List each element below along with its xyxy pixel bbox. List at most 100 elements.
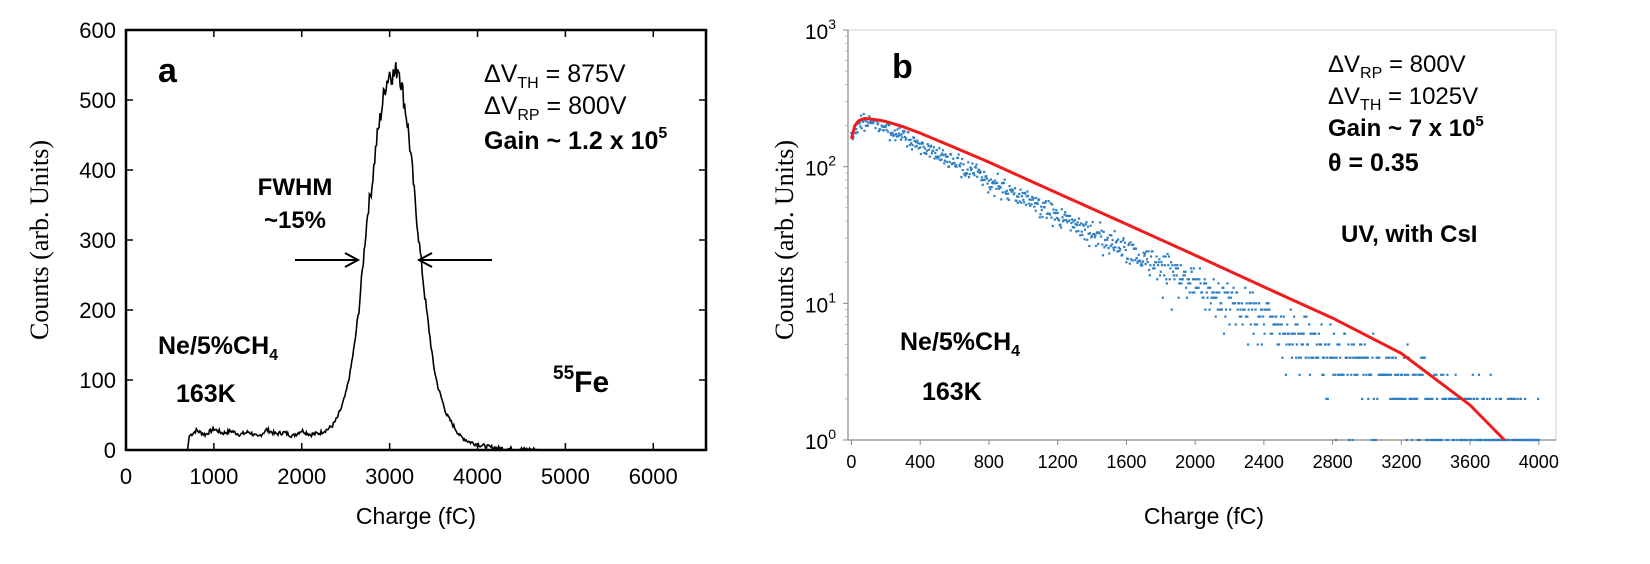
panel-b-data-point [1301,343,1305,346]
panel-b-data-point [1117,246,1120,249]
panel-b-data-point [995,187,998,190]
panel-b-data-point [1135,257,1138,260]
panel-b-data-point [1165,278,1168,281]
panel-b-data-point [868,121,872,125]
panel-b-data-point [1284,373,1287,376]
panel-b-data-point [1234,323,1237,326]
panel-b-data-point [1301,332,1304,335]
panel-b-data-point [1246,315,1249,318]
panel-b-data-point [993,194,996,198]
panel-b-data-point [925,149,929,152]
panel-b-data-point [1056,211,1059,215]
panel-b-data-point [1537,438,1540,442]
panel-b-data-point [1280,323,1283,326]
panel-b-data-point [1354,356,1357,359]
panel-b-data-point [1269,315,1272,318]
panel-b-data-point [1192,267,1195,270]
panel-b-data-point [1350,343,1353,346]
panel-b-data-point [1162,255,1165,258]
panel-b-data-point [927,144,930,147]
panel-b-data-point [1124,248,1127,252]
panel-b-data-point [1395,397,1398,400]
panel-b-data-point [1063,213,1066,216]
panel-b-data-point [1266,302,1269,305]
panel-a-y-tick-label: 400 [79,158,116,183]
panel-b-data-point [962,163,965,166]
panel-a-source: 55Fe [553,363,609,399]
panel-b-data-point [1209,286,1212,289]
panel-b-data-point [1451,397,1454,400]
panel-b-x-tick-label: 1600 [1106,452,1146,472]
panel-b-data-point [1064,218,1067,222]
panel-b-data-point [1338,343,1341,346]
panel-b-data-point [1354,373,1358,376]
panel-b-data-point [1392,356,1395,359]
panel-b-data-point [1095,244,1098,248]
panel-b-data-point [1033,202,1037,205]
panel-b-data-point [896,128,899,131]
panel-b-data-point [1371,356,1374,359]
panel-b-data-point [1261,308,1264,311]
panel-b-data-point [1148,268,1151,272]
panel-b-data-point [1361,397,1364,400]
panel-b-data-point [1105,244,1108,247]
panel-b-data-point [867,121,870,124]
panel-b-data-point [1040,205,1043,208]
panel-b-data-point [1002,182,1006,185]
panel-b-data-point [884,125,887,128]
panel-b-data-point [877,122,880,125]
panel-b-data-point [1197,286,1200,289]
panel-b-data-point [1053,218,1056,221]
panel-b-data-point [1263,332,1266,335]
panel-b-data-point [1094,234,1097,237]
panel-b-data-point [972,171,975,175]
panel-b-data-point [1312,356,1315,359]
panel-b-data-point [1440,373,1443,376]
panel-b-data-point [1376,397,1379,400]
panel-a-gain: Gain ~ 1.2 x 105 [484,125,667,155]
panel-b-data-point [902,131,905,134]
panel-b-data-point [945,160,949,163]
panel-b-data-point [987,179,990,182]
panel-b-data-point [1365,373,1368,376]
panel-b-data-point [860,127,863,130]
panel-b-data-point [999,186,1002,189]
panel-b-data-point [1143,252,1146,255]
panel-b-data-point [1519,397,1522,400]
panel-b-data-point [915,145,918,148]
panel-b-x-tick-label: 2000 [1175,452,1215,472]
panel-b-data-point [1400,397,1403,400]
panel-b-data-point [862,112,865,116]
panel-b-data-point [1148,274,1151,277]
panel-b-data-point [1352,343,1355,346]
panel-b-data-point [1255,323,1259,326]
panel-b-data-point [1334,373,1337,376]
panel-b-data-point [1157,261,1160,264]
panel-b-data-point [881,125,884,128]
panel-b-data-point [1294,323,1297,326]
panel-b-data-point [1156,278,1159,281]
panel-b-data-point [1222,332,1226,335]
panel-b-data-point [880,124,883,127]
panel-b-data-point [1267,302,1270,305]
panel-b-data-point [1019,188,1022,191]
panel-b-data-point [1218,291,1221,294]
panel-b-data-point [897,132,900,135]
panel-b-data-point [1189,282,1192,285]
panel-b-data-point [1322,373,1325,376]
panel-b-data-point [1166,252,1169,255]
panel-b-data-point [1372,332,1375,335]
panel-b-data-point [886,123,889,126]
panel-b-data-point [1141,260,1144,263]
panel-b-data-point [1251,291,1254,294]
panel-b-data-point [1488,397,1492,400]
panel-b-data-point [1359,356,1362,359]
panel-b-data-point [1210,296,1213,299]
panel-b-data-point [1260,343,1263,346]
panel-b-data-point [1071,218,1074,221]
panel-b-data-point [1323,356,1326,359]
panel-b-data-point [1270,315,1273,318]
panel-b-data-point [1225,291,1228,294]
panel-b-data-point [985,177,988,180]
panel-b-data-point [1370,438,1373,442]
